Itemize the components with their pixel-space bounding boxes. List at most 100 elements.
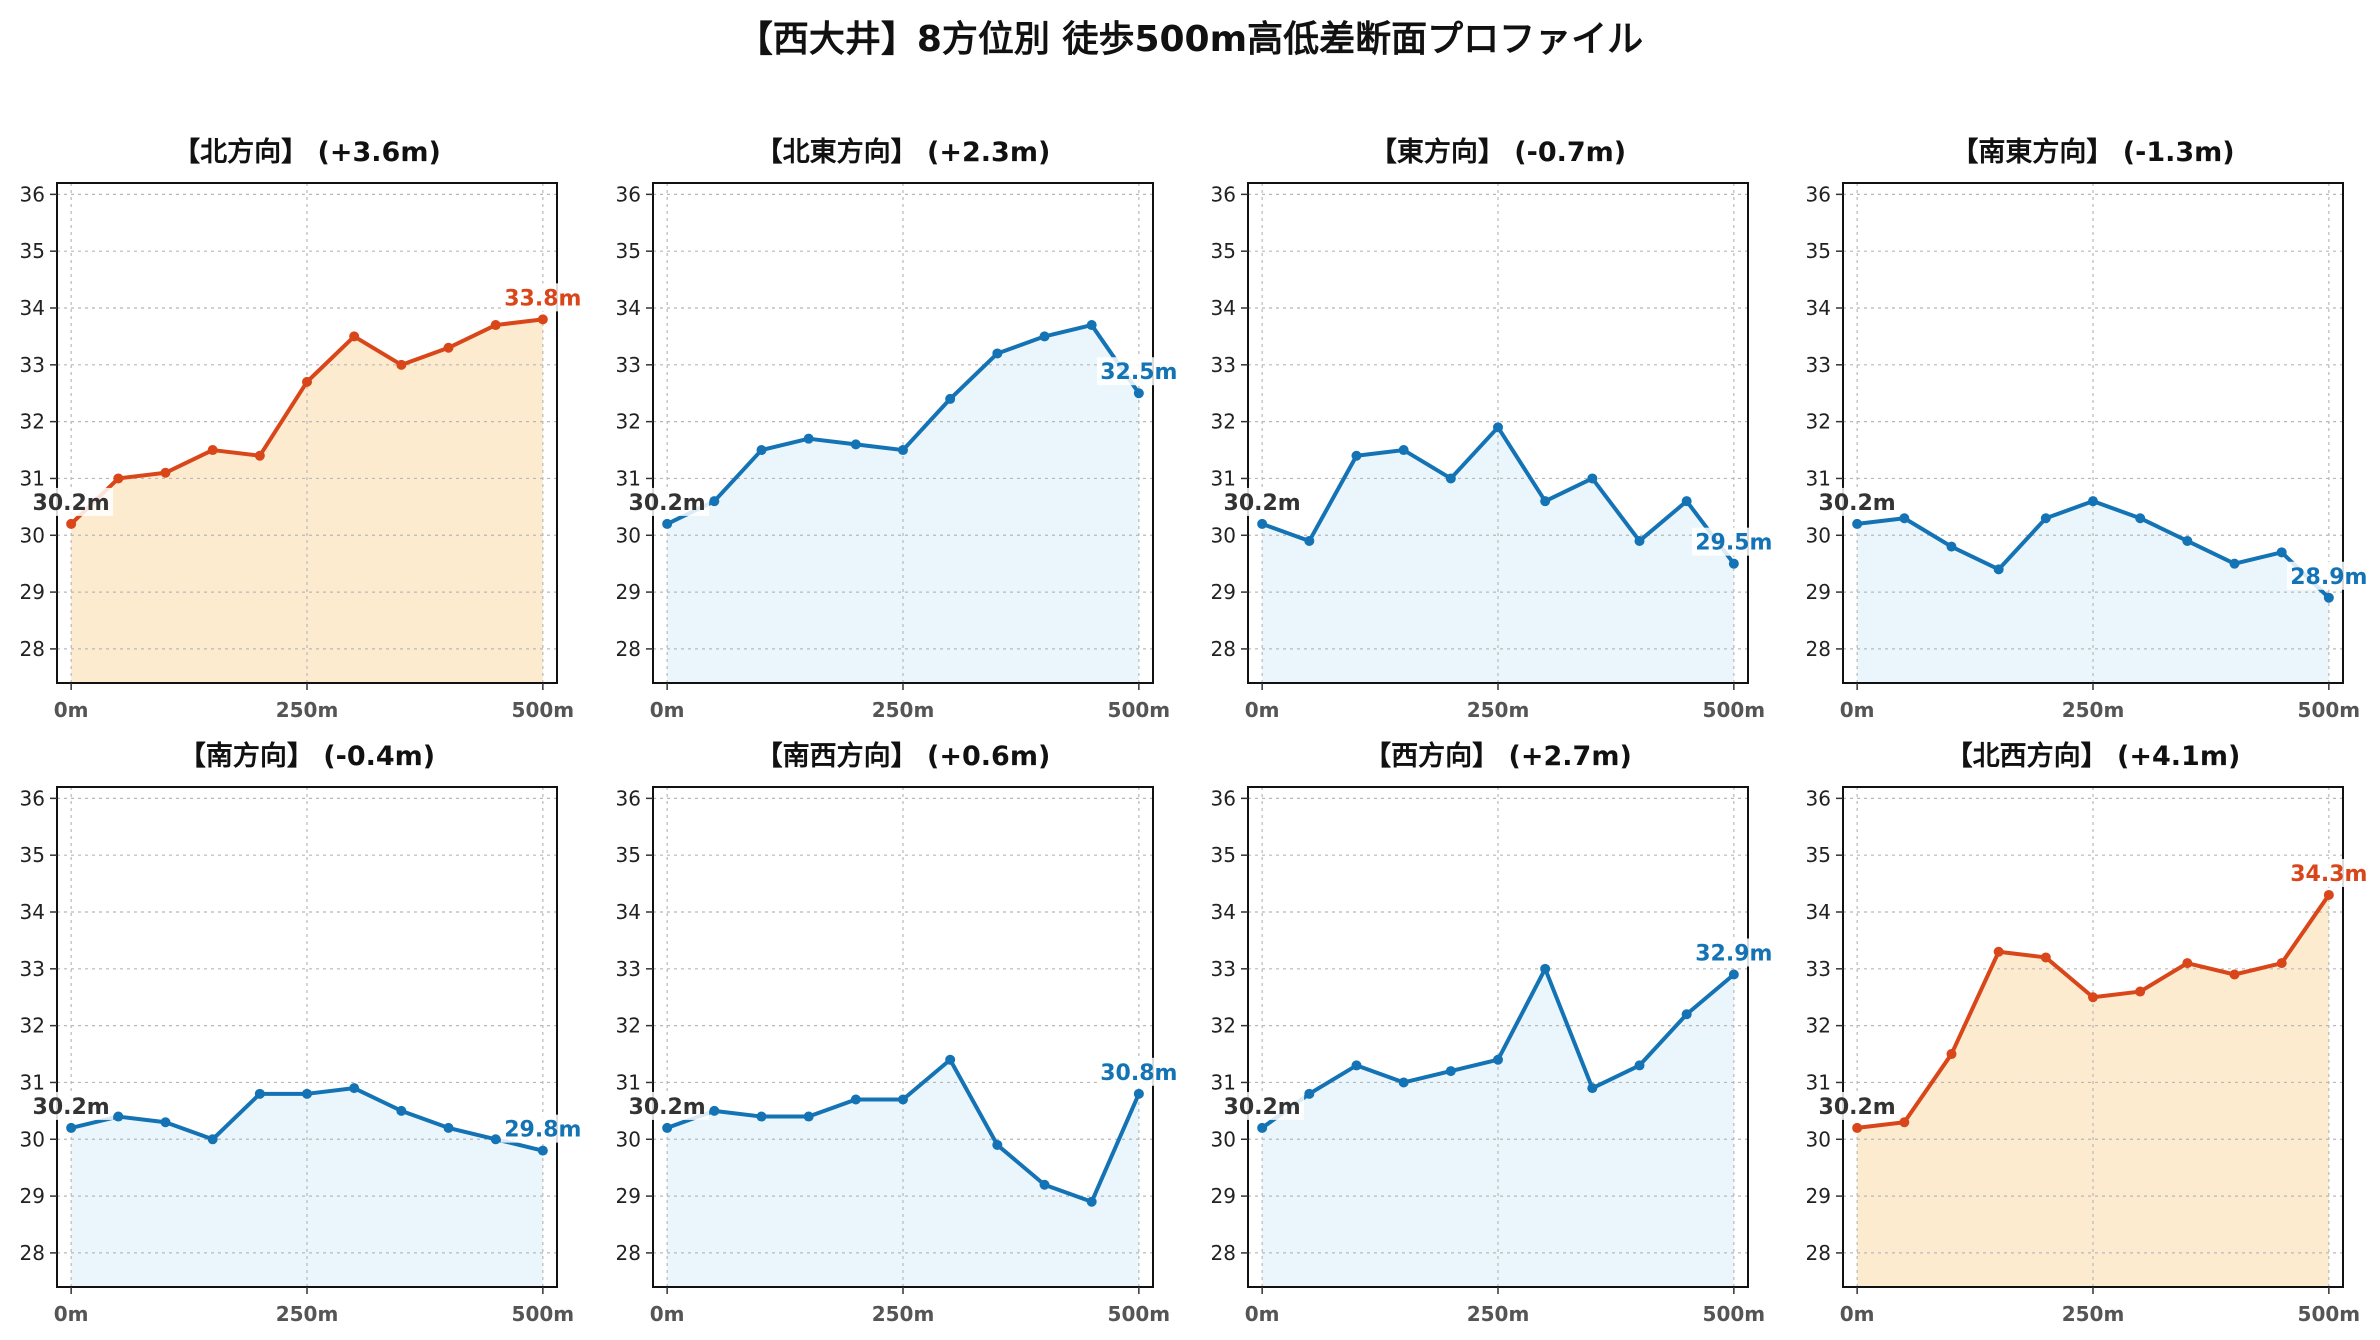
y-tick-label: 36 (1806, 786, 1831, 810)
x-tick-label: 250m (276, 698, 339, 722)
data-point (490, 320, 501, 331)
y-tick-label: 35 (20, 843, 45, 867)
data-point (160, 1117, 171, 1128)
start-label: 30.2m (33, 491, 110, 516)
y-tick-label: 31 (1211, 1070, 1236, 1094)
data-point (662, 518, 673, 529)
data-point (1351, 1060, 1362, 1071)
data-point (1681, 496, 1692, 507)
y-tick-label: 31 (616, 1070, 641, 1094)
chart-panel-8: 【北西方向】 (+4.1m) 28 29 30 31 32 33 34 35 36 0m 250m 50… (1806, 740, 2371, 1326)
start-label: 30.2m (1819, 491, 1896, 516)
data-point (1133, 1088, 1144, 1099)
y-tick-label: 35 (616, 239, 641, 263)
end-label: 34.3m (2290, 862, 2367, 887)
data-point (1039, 331, 1050, 342)
data-point (113, 473, 124, 484)
panel-title: 【北東方向】 (+2.3m) (756, 136, 1051, 168)
x-tick-label: 250m (1467, 1302, 1530, 1326)
x-tick-label: 0m (1245, 1302, 1280, 1326)
y-tick-label: 32 (20, 410, 45, 434)
data-point (662, 1122, 673, 1133)
start-label: 30.2m (629, 491, 706, 516)
data-point (443, 342, 454, 353)
data-point (1398, 445, 1409, 456)
y-tick-label: 36 (616, 182, 641, 206)
y-tick-label: 36 (20, 182, 45, 206)
data-point (898, 445, 908, 456)
end-label: 33.8m (504, 286, 581, 311)
x-tick-label: 500m (512, 698, 575, 722)
data-point (1039, 1179, 1050, 1190)
y-tick-label: 36 (20, 786, 45, 810)
data-point (2323, 592, 2334, 603)
y-tick-label: 29 (20, 1184, 45, 1208)
y-tick-label: 32 (1806, 1014, 1831, 1038)
data-point (1304, 535, 1315, 546)
y-tick-label: 35 (616, 843, 641, 867)
end-label-bg (1096, 357, 1181, 386)
y-tick-label: 31 (20, 466, 45, 490)
data-point (1351, 450, 1362, 461)
y-tick-label: 33 (616, 353, 641, 377)
y-tick-label: 35 (1806, 239, 1831, 263)
y-tick-label: 34 (1806, 900, 1831, 924)
data-point (2229, 558, 2240, 569)
data-point (1445, 1066, 1456, 1077)
y-tick-label: 29 (20, 580, 45, 604)
y-tick-label: 31 (1211, 466, 1236, 490)
x-tick-label: 500m (2298, 698, 2361, 722)
y-tick-label: 33 (1806, 353, 1831, 377)
x-tick-label: 500m (512, 1302, 575, 1326)
x-tick-label: 0m (1840, 1302, 1875, 1326)
y-tick-label: 34 (1211, 900, 1236, 924)
end-label: 32.5m (1100, 360, 1177, 385)
data-point (1304, 1088, 1315, 1099)
x-tick-label: 0m (54, 1302, 89, 1326)
data-point (66, 518, 77, 529)
data-point (207, 445, 218, 456)
y-tick-label: 34 (20, 900, 45, 924)
data-point (396, 359, 407, 370)
data-point (709, 496, 720, 507)
y-tick-label: 29 (1806, 1184, 1831, 1208)
chart-panel-3: 【東方向】 (-0.7m) 28 29 30 31 32 33 34 35 36 0m 250m 500… (1211, 136, 1776, 722)
data-point (537, 1145, 548, 1156)
data-point (1540, 963, 1551, 974)
y-tick-label: 32 (616, 410, 641, 434)
y-tick-label: 33 (616, 957, 641, 981)
data-point (396, 1105, 407, 1116)
data-point (537, 314, 548, 325)
y-tick-label: 30 (1806, 523, 1831, 547)
data-point (1899, 513, 1910, 524)
y-tick-label: 32 (1211, 1014, 1236, 1038)
chart-panel-2: 【北東方向】 (+2.3m) 28 29 30 31 32 33 34 35 36 0m 250m 50… (616, 136, 1181, 722)
chart-panel-7: 【西方向】 (+2.7m) 28 29 30 31 32 33 34 35 36 0m 250m 500… (1211, 740, 1776, 1326)
panel-title: 【南西方向】 (+0.6m) (756, 740, 1051, 772)
x-tick-label: 0m (650, 1302, 685, 1326)
data-point (1133, 388, 1144, 399)
y-tick-label: 29 (616, 580, 641, 604)
figure-title: 【西大井】8方位別 徒歩500m高低差断面プロファイル (736, 19, 1644, 60)
y-tick-label: 31 (616, 466, 641, 490)
y-tick-label: 32 (1211, 410, 1236, 434)
start-label-bg (29, 487, 114, 516)
end-label: 29.5m (1695, 531, 1772, 556)
data-point (1493, 422, 1503, 433)
data-point (898, 1094, 908, 1105)
data-point (254, 1088, 265, 1099)
data-point (2135, 986, 2146, 997)
panel-title: 【南東方向】 (-1.3m) (1951, 136, 2234, 168)
y-tick-label: 35 (20, 239, 45, 263)
data-point (803, 433, 814, 444)
x-tick-label: 500m (1108, 1302, 1171, 1326)
start-label: 30.2m (629, 1095, 706, 1120)
end-label-bg (1096, 1057, 1181, 1086)
x-tick-label: 250m (2062, 1302, 2125, 1326)
y-tick-label: 36 (1211, 182, 1236, 206)
x-tick-label: 0m (1840, 698, 1875, 722)
data-point (1445, 473, 1456, 484)
data-point (2040, 513, 2051, 524)
data-point (1587, 473, 1598, 484)
